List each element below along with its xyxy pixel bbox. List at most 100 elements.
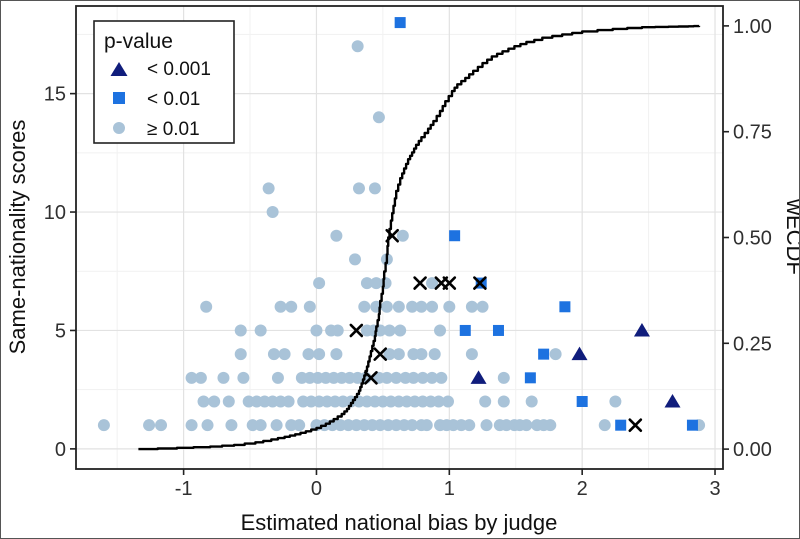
y-right-tick-label: 1.00 xyxy=(733,16,772,38)
point-circle xyxy=(368,182,381,195)
y-right-tick-label: 0.75 xyxy=(733,122,772,144)
y-right-tick-label: 0.00 xyxy=(733,439,772,461)
point-circle xyxy=(598,419,611,432)
point-circle xyxy=(392,348,405,361)
point-circle xyxy=(465,300,478,313)
point-circle xyxy=(525,395,538,408)
point-circle xyxy=(406,419,419,432)
point-circle xyxy=(270,419,283,432)
point-circle xyxy=(435,371,448,384)
point-circle xyxy=(441,395,454,408)
x-tick-label: -1 xyxy=(175,478,193,500)
point-circle xyxy=(390,371,403,384)
point-circle xyxy=(271,371,284,384)
point-circle xyxy=(331,324,344,337)
point-circle xyxy=(549,348,562,361)
point-x-mark xyxy=(473,276,487,290)
point-circle xyxy=(285,300,298,313)
x-axis-title: Estimated national bias by judge xyxy=(241,510,558,535)
grid-lines xyxy=(76,6,723,469)
point-square xyxy=(615,419,627,431)
x-flag-marks xyxy=(349,228,643,432)
point-x-mark xyxy=(349,323,364,338)
point-circle xyxy=(155,419,168,432)
legend-item-label: < 0.01 xyxy=(147,89,200,110)
point-square xyxy=(559,301,571,313)
point-circle xyxy=(479,395,492,408)
point-circle xyxy=(348,253,361,266)
point-circle xyxy=(194,371,207,384)
point-circle xyxy=(392,300,405,313)
plot-panel xyxy=(75,5,724,470)
point-circle xyxy=(426,277,439,290)
point-x-mark xyxy=(413,276,427,290)
point-circle xyxy=(254,419,267,432)
point-x-mark xyxy=(364,371,378,385)
point-square xyxy=(459,324,471,336)
y-right-tick-label: 0.25 xyxy=(733,333,772,355)
point-circle xyxy=(358,300,371,313)
y-left-tick-label: 10 xyxy=(44,202,66,224)
point-x-mark xyxy=(373,347,388,361)
point-circle xyxy=(185,371,198,384)
point-triangle xyxy=(571,346,588,361)
legend-triangle-icon xyxy=(110,62,128,76)
point-circle xyxy=(380,371,393,384)
point-circle xyxy=(234,324,247,337)
point-square xyxy=(576,396,588,408)
y-left-tick-label: 5 xyxy=(55,320,66,342)
point-x-mark xyxy=(385,228,399,243)
legend-square-icon xyxy=(113,92,125,104)
wecdf-curve xyxy=(138,24,701,451)
point-circle xyxy=(428,348,441,361)
point-circle xyxy=(302,348,315,361)
point-circle xyxy=(497,371,510,384)
x-tick-label: 2 xyxy=(577,478,588,500)
point-circle xyxy=(426,300,439,313)
point-circle xyxy=(380,300,393,313)
point-circle xyxy=(222,395,235,408)
point-triangle xyxy=(470,370,487,384)
x-tick-label: 3 xyxy=(709,478,720,500)
point-circle xyxy=(396,229,409,242)
point-circle xyxy=(217,371,230,384)
point-circle xyxy=(426,371,439,384)
point-circle xyxy=(234,348,247,361)
point-square xyxy=(686,419,698,431)
point-circle xyxy=(266,206,279,219)
point-circle xyxy=(208,395,221,408)
point-circle xyxy=(360,277,373,290)
point-circle xyxy=(520,419,533,432)
point-circle xyxy=(185,419,198,432)
point-circle xyxy=(330,348,343,361)
point-circle xyxy=(379,277,392,290)
point-square xyxy=(524,372,536,384)
point-square xyxy=(538,348,550,360)
point-circle xyxy=(434,324,447,337)
legend: p-value < 0.001 < 0.01 ≥ 0.01 xyxy=(93,20,235,144)
point-circle xyxy=(330,229,343,242)
point-circle xyxy=(143,419,156,432)
legend-item-label: ≥ 0.01 xyxy=(147,119,200,140)
x-tick-label: 0 xyxy=(311,478,322,500)
point-circle xyxy=(383,348,396,361)
point-circle xyxy=(310,324,323,337)
point-circle xyxy=(420,419,433,432)
scatter-points xyxy=(97,17,706,432)
point-triangle xyxy=(633,322,650,337)
point-circle xyxy=(197,395,210,408)
y-left-tick-label: 0 xyxy=(55,439,66,461)
point-circle xyxy=(293,419,306,432)
point-circle xyxy=(352,182,365,195)
legend-circle-icon xyxy=(113,122,125,134)
point-circle xyxy=(97,419,110,432)
point-circle xyxy=(432,395,445,408)
legend-item-label: < 0.001 xyxy=(147,59,211,80)
point-circle xyxy=(225,419,238,432)
point-circle xyxy=(465,348,478,361)
wecdf-step-line xyxy=(138,24,701,451)
y-left-tick-label: 15 xyxy=(44,84,66,106)
point-circle xyxy=(415,300,428,313)
point-circle xyxy=(383,324,396,337)
